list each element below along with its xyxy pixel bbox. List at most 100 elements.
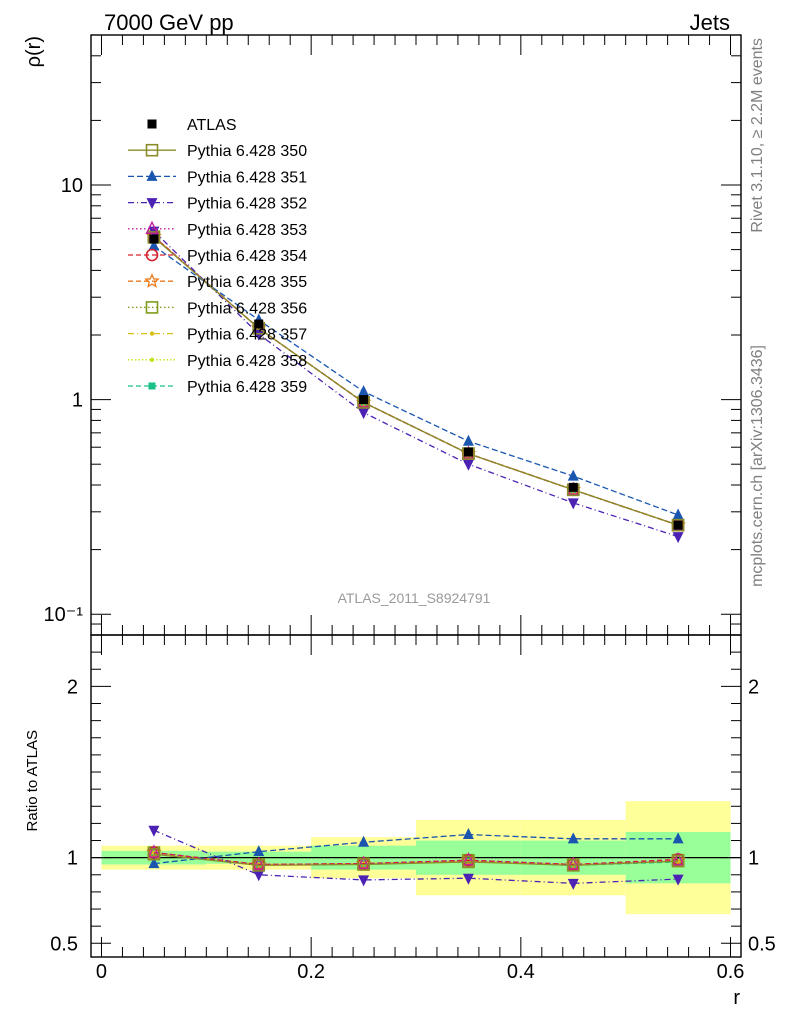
legend-marker	[146, 198, 158, 210]
ratio-xlabel: r	[733, 987, 740, 1009]
ratio-data-point	[357, 858, 370, 871]
atlas-data-point	[463, 447, 473, 457]
ratio-data-point	[566, 856, 580, 870]
ratio-series-pythia-6.428-351	[148, 828, 684, 869]
legend-label: Pythia 6.428 359	[187, 379, 307, 396]
legend-marker	[149, 357, 155, 362]
header-left: 7000 GeV pp	[104, 10, 234, 35]
main-data-point	[672, 532, 684, 544]
atlas-data-point	[149, 234, 159, 244]
header-right: Jets	[690, 10, 730, 35]
ratio-data-point	[253, 845, 265, 857]
ratio-data-point	[567, 878, 579, 890]
legend-entry: Pythia 6.428 352	[128, 196, 307, 213]
ratio-ytick-label-right: 1	[748, 848, 759, 870]
ratio-series-line	[153, 829, 679, 885]
legend-label: Pythia 6.428 350	[187, 143, 307, 160]
legend-label: Pythia 6.428 353	[187, 222, 307, 239]
legend-entry: Pythia 6.428 356	[128, 300, 307, 317]
ratio-xtick-label: 0.6	[717, 961, 745, 983]
legend-label: Pythia 6.428 354	[187, 248, 307, 265]
ratio-data-point	[148, 857, 160, 869]
ratio-data-point	[462, 828, 474, 840]
ratio-data-point	[672, 832, 684, 844]
main-data-point	[462, 459, 474, 471]
main-data-point	[253, 329, 265, 341]
ratio-ytick-label-left: 2	[67, 676, 78, 698]
ratio-data-point	[671, 852, 685, 866]
main-panel	[146, 226, 686, 544]
ratio-data-point	[566, 859, 580, 872]
legend-marker	[145, 220, 159, 235]
main-data-point	[671, 518, 685, 532]
side-label-rivet: Rivet 3.1.10, ≥ 2.2M events	[749, 38, 766, 233]
legend-entry: Pythia 6.428 354	[128, 248, 307, 265]
ratio-series-line	[153, 851, 679, 866]
legend-entry: Pythia 6.428 351	[128, 169, 307, 186]
main-series-pythia-6.428-352	[148, 226, 684, 544]
ratio-xtick-label: 0.2	[297, 961, 325, 983]
legend-label: Pythia 6.428 355	[187, 274, 307, 291]
legend-label: Pythia 6.428 357	[187, 327, 307, 344]
main-data-point	[672, 508, 684, 520]
main-data-point	[462, 434, 474, 446]
ratio-xtick-label: 0.4	[507, 961, 535, 983]
ratio-data-point	[358, 875, 370, 887]
legend-label: Pythia 6.428 356	[187, 300, 307, 317]
ratio-ylabel: Ratio to ATLAS	[24, 730, 41, 831]
legend-marker	[149, 331, 155, 336]
main-series-line	[153, 230, 679, 538]
legend-marker	[148, 382, 156, 390]
ratio-series-pythia-6.428-353	[147, 844, 685, 870]
legend-entry: ATLAS	[147, 117, 237, 134]
main-series-atlas	[149, 234, 683, 530]
main-ytick-label: 1	[72, 390, 83, 412]
ratio-data-point	[147, 847, 161, 861]
ratio-data-point	[252, 859, 266, 872]
ratio-series-line	[153, 833, 679, 865]
legend: ATLAS Pythia 6.428 350 Pythia 6.428 351 Pyt…	[128, 117, 307, 396]
main-ytick-label: 10⁻¹	[44, 604, 84, 626]
ratio-ytick-label-left: 0.5	[50, 933, 78, 955]
atlas-data-point	[673, 520, 683, 530]
main-data-point	[358, 408, 370, 420]
legend-entry: Pythia 6.428 355	[128, 273, 307, 291]
main-data-point	[567, 469, 579, 481]
ratio-data-point	[253, 870, 265, 882]
legend-entry: Pythia 6.428 357	[128, 327, 307, 344]
ratio-data-point	[672, 874, 684, 886]
ratio-data-point	[462, 873, 474, 885]
main-ylabel: ρ(r)	[23, 36, 45, 67]
atlas-data-point	[568, 482, 578, 492]
ratio-data-point	[356, 855, 371, 869]
legend-label: Pythia 6.428 352	[187, 196, 307, 213]
ratio-data-point	[358, 835, 370, 847]
legend-marker	[144, 273, 160, 288]
analysis-watermark: ATLAS_2011_S8924791	[338, 590, 491, 606]
legend-label: Pythia 6.428 351	[187, 169, 307, 186]
main-series-pythia-6.428-351	[148, 239, 684, 520]
main-data-point	[358, 385, 370, 397]
legend-marker	[145, 143, 159, 157]
ratio-data-point	[461, 852, 476, 866]
ratio-data-point	[148, 825, 160, 837]
legend-entry: Pythia 6.428 353	[128, 220, 307, 239]
ratio-data-point	[147, 844, 161, 858]
ratio-ytick-label-right: 2	[748, 676, 759, 698]
legend-label: ATLAS	[187, 117, 237, 134]
legend-entry: Pythia 6.428 359	[128, 379, 307, 396]
atlas-data-point	[254, 319, 264, 329]
main-data-point	[567, 498, 579, 510]
side-label-mcplots: mcplots.cern.ch [arXiv:1306.3436]	[749, 345, 766, 587]
ratio-ytick-label-right: 0.5	[748, 933, 776, 955]
legend-marker	[146, 169, 158, 181]
ratio-series-line	[153, 853, 679, 867]
main-series-line	[153, 236, 679, 526]
ratio-data-point	[567, 832, 579, 844]
ratio-series-pythia-6.428-350	[147, 847, 685, 872]
legend-marker	[145, 248, 159, 262]
legend-entry: Pythia 6.428 358	[128, 353, 307, 370]
main-series-line	[153, 245, 679, 516]
